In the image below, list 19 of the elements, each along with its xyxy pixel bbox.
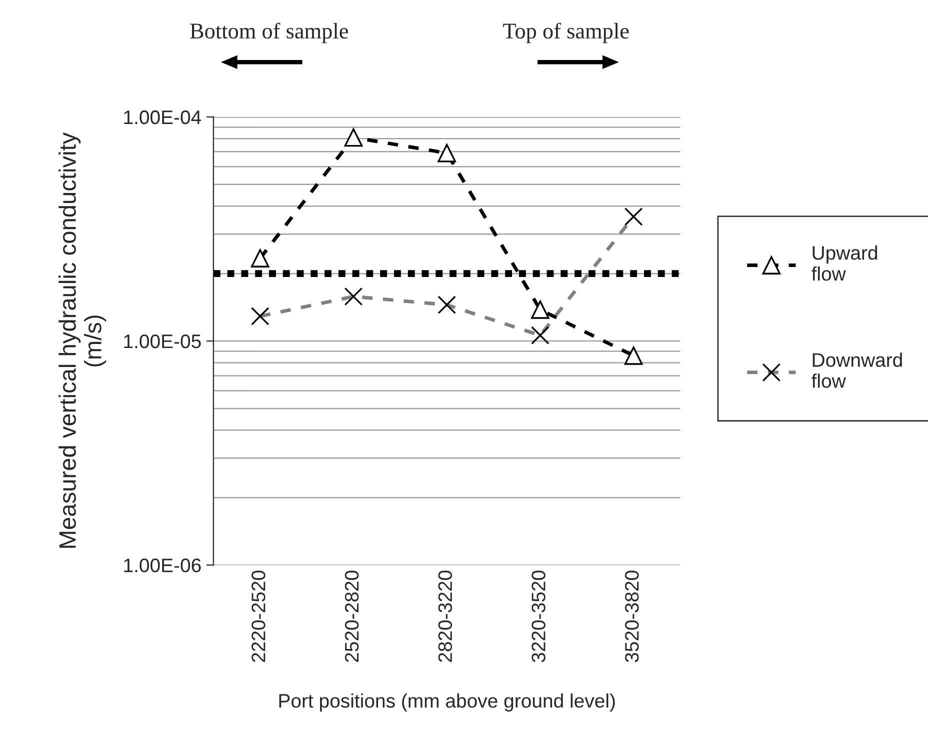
point	[250, 249, 270, 268]
x-axis-title: Port positions (mm above ground level)	[279, 693, 615, 712]
legend-label: Upward flow	[812, 246, 878, 281]
x-tick-label: 2820-3220	[438, 570, 452, 662]
point	[438, 144, 456, 162]
y-tick-label: 1.00E-04	[124, 110, 202, 124]
point	[531, 300, 550, 319]
x-tick-label: 2220-2520	[252, 570, 266, 662]
legend-label: Downward flow	[812, 352, 902, 388]
x-tick-label: 3520-3820	[624, 570, 639, 662]
x-tick-label: 2520-2820	[344, 570, 359, 662]
y-tick-label: 1.00E-05	[124, 334, 201, 348]
y-axis-title: Measured vertical hydraulic conductivity (m/s)	[58, 132, 106, 548]
point	[624, 346, 643, 365]
point	[344, 128, 363, 147]
text: Bottom of sample	[190, 22, 348, 44]
text: Top of sample	[503, 22, 629, 44]
x-tick-label: 3220-3520	[532, 570, 546, 662]
y-tick-label: 1.00E-06	[124, 558, 201, 572]
